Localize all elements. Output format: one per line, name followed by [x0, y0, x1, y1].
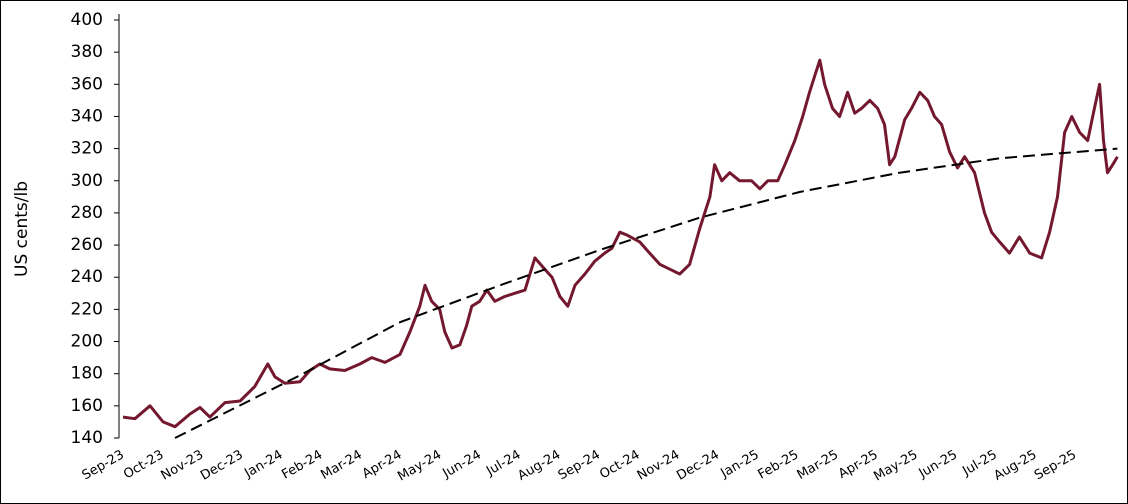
y-tick-label: 400: [71, 10, 103, 30]
y-tick-label: 200: [71, 332, 103, 352]
y-tick-label: 180: [71, 364, 103, 384]
y-tick-label: 220: [71, 299, 103, 319]
y-tick-label: 140: [71, 428, 103, 448]
price-line: [122, 58, 1119, 429]
y-tick-label: 320: [71, 139, 103, 159]
y-tick-label: 340: [71, 106, 103, 126]
y-tick-label: 360: [71, 74, 103, 94]
y-tick-label: 260: [71, 235, 103, 255]
y-tick-label: 240: [71, 267, 103, 287]
y-tick-label: 160: [71, 396, 103, 416]
y-tick-label: 300: [71, 171, 103, 191]
y-tick-label: 280: [71, 203, 103, 223]
y-axis-label: US cents/lb: [12, 181, 32, 277]
y-tick-label: 380: [71, 42, 103, 62]
